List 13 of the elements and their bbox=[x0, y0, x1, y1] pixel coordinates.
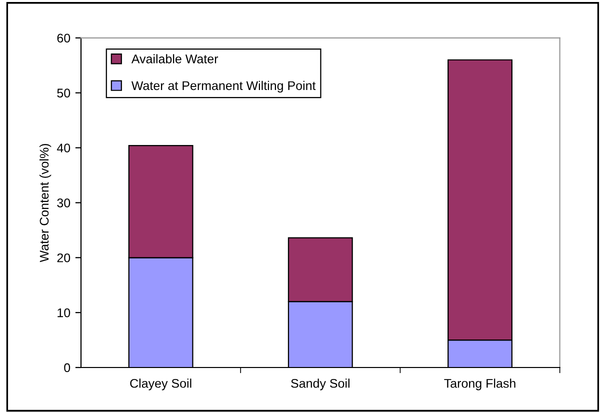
y-tick-label: 20 bbox=[57, 253, 70, 262]
x-tick-label: Tarong Flash bbox=[444, 378, 516, 390]
legend-label: Available Water bbox=[131, 54, 218, 64]
y-tick-label: 60 bbox=[57, 34, 70, 43]
legend-label: Water at Permanent Wilting Point bbox=[131, 80, 316, 93]
y-tick-label: 0 bbox=[64, 363, 70, 372]
y-axis-title: Water Content (vol%) bbox=[39, 144, 52, 262]
y-tick-label: 50 bbox=[57, 88, 70, 98]
y-tick-label: 40 bbox=[56, 144, 70, 152]
x-tick-label: Clayey Soil bbox=[130, 378, 192, 390]
y-tick-label: 10 bbox=[58, 308, 70, 318]
x-tick-label: Sandy Soil bbox=[291, 378, 350, 390]
y-tick-label: 30 bbox=[57, 198, 70, 208]
